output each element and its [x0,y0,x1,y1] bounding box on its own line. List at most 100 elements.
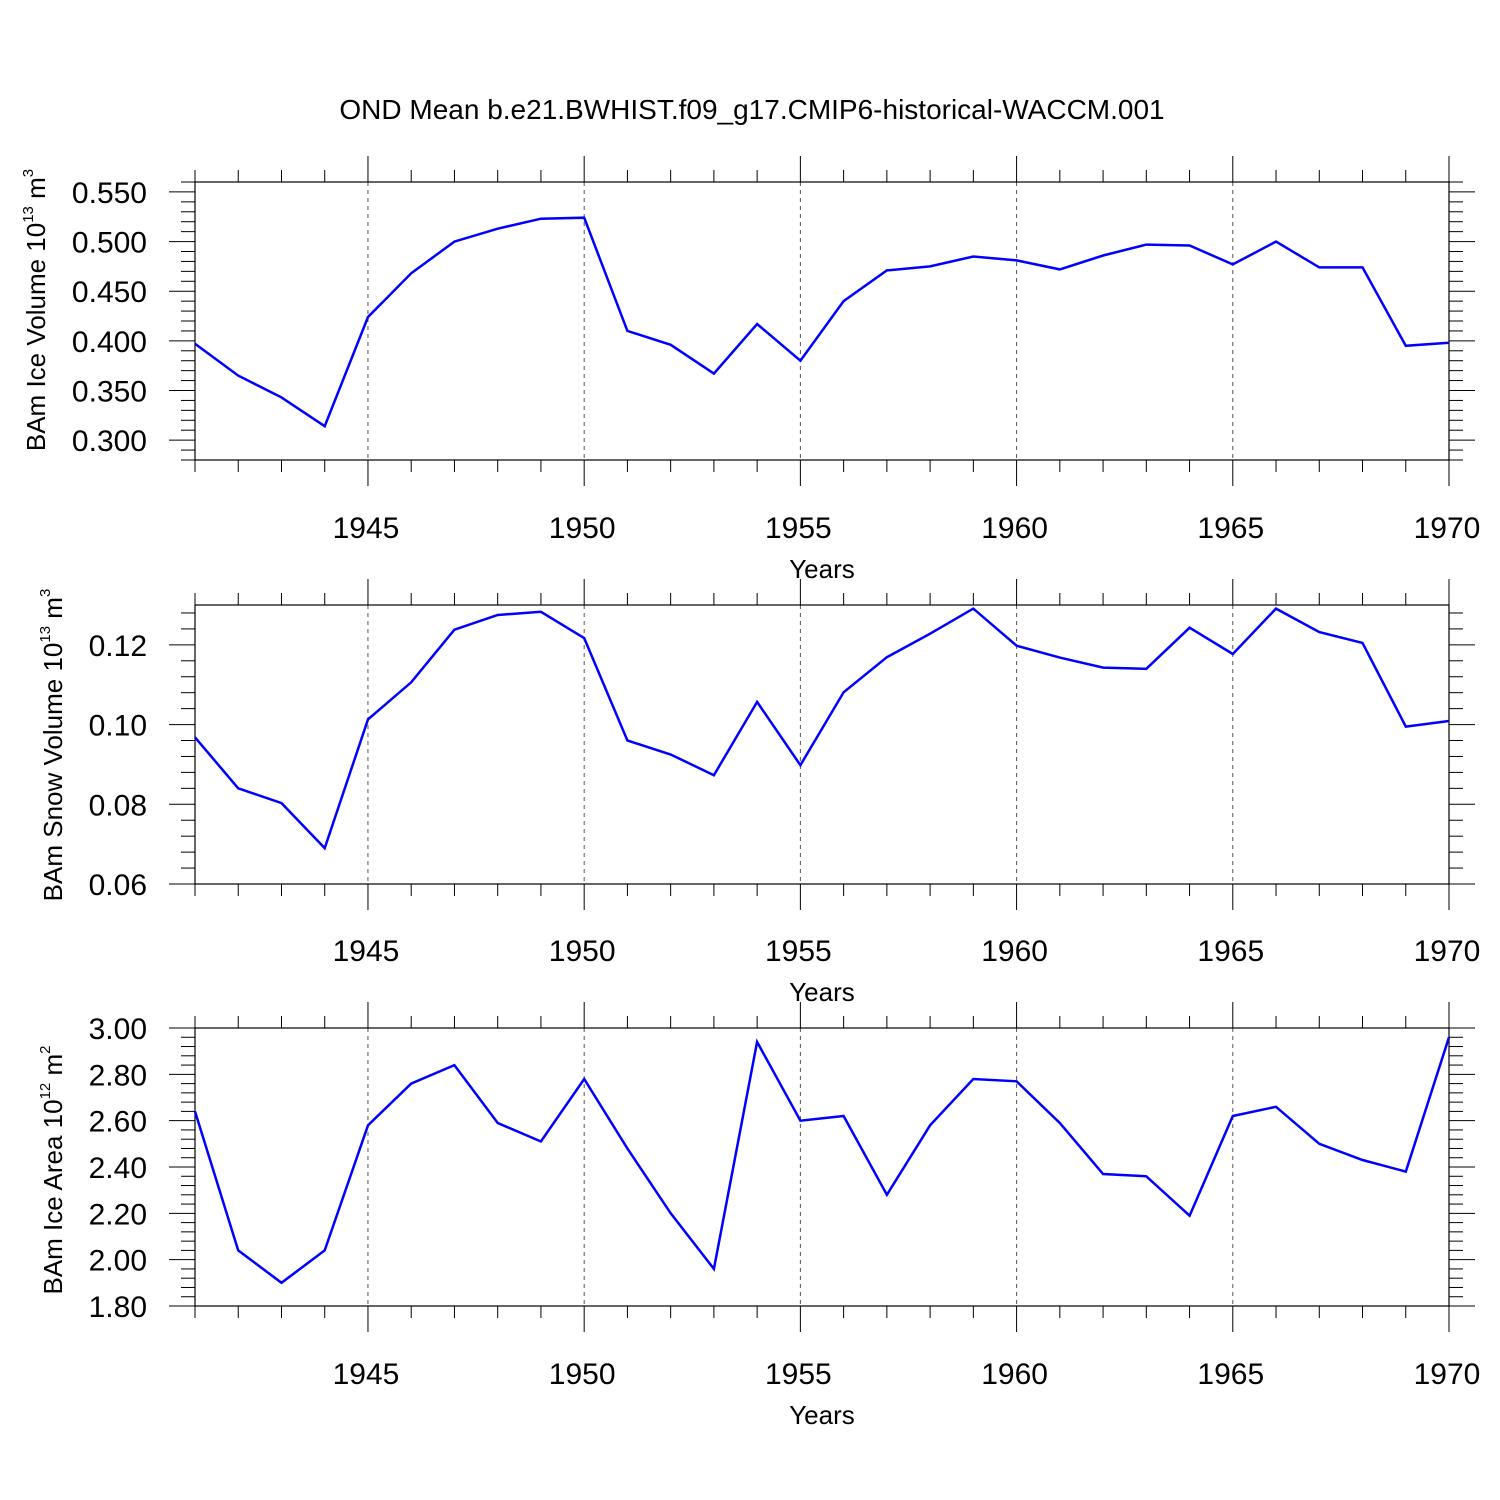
series-line [193,1036,1451,1285]
data-point [1058,1121,1062,1125]
data-point [452,240,456,244]
data-point [582,216,586,220]
data-point [1188,244,1192,248]
x-tick-label: 1970 [1414,935,1481,968]
data-point [798,763,802,767]
data-point [279,801,283,805]
y-tick-label: 0.300 [72,425,147,458]
data-point [323,424,327,428]
data-point [496,613,500,617]
x-tick-label: 1955 [765,935,832,968]
x-tick-label: 1970 [1414,1358,1481,1391]
data-point [1317,1142,1321,1146]
data-point [236,1248,240,1252]
y-axis-label-exponent: 12 [37,1083,54,1100]
data-point [366,1123,370,1127]
data-point [539,1140,543,1144]
data-point [1231,652,1235,656]
x-tick-label: 1965 [1197,512,1264,545]
data-point [452,628,456,632]
data-point [496,1121,500,1125]
data-point [755,1040,759,1044]
y-tick-label: 2.60 [89,1106,147,1139]
data-point [1274,1105,1278,1109]
plot-frame [194,604,1450,885]
data-point [1361,265,1365,269]
data-point [539,610,543,614]
y-tick-label: 0.400 [72,326,147,359]
data-point [971,607,975,611]
y-axis-label: BAm Ice Area 1012 m2 [37,1045,68,1294]
series-line [194,216,1450,429]
y-axis-label: BAm Snow Volume 1013 m3 [37,589,68,902]
x-tick-label: 1950 [549,935,616,968]
data-point [625,329,629,333]
data-point [669,752,673,756]
y-axis-label: BAm Ice Volume 1013 m3 [20,169,51,451]
y-axis-label-main: BAm Snow Volume 10 [38,643,68,902]
data-point [193,342,197,346]
x-tick-label: 1965 [1197,1358,1264,1391]
x-tick-label: 1955 [765,1358,832,1391]
data-point [625,1146,629,1150]
data-point [842,299,846,303]
data-point [366,315,370,319]
data-point [409,1082,413,1086]
data-point [885,655,889,659]
data-point [1447,341,1451,345]
data-point [712,372,716,376]
x-tick-label: 1955 [765,512,832,545]
x-axis-label: Years [789,977,855,1007]
x-tick-label: 1945 [333,935,400,968]
data-point [1144,667,1148,671]
y-tick-label: 2.20 [89,1198,147,1231]
data-point [712,773,716,777]
data-point [279,1281,283,1285]
data-point [1404,725,1408,729]
x-tick-label: 1945 [333,512,400,545]
y-tick-label: 0.500 [72,227,147,260]
x-tick-label: 1960 [981,1358,1048,1391]
y-tick-label: 1.80 [89,1291,147,1324]
data-point [1231,262,1235,266]
y-tick-label: 0.08 [89,789,147,822]
y-axis-label-exponent: 13 [20,206,37,223]
data-point [669,343,673,347]
data-point [798,359,802,363]
chart-panel-3: 1.80 2.00 2.20 2.40 2.60 2.80 3.00 1945 1950 1955… [37,1002,1480,1430]
data-point [1447,1035,1451,1039]
data-point [885,1193,889,1197]
y-tick-label: 0.10 [89,710,147,743]
y-tick-label: 3.00 [89,1013,147,1046]
y-axis-label-unit-exponent: 2 [37,1045,54,1053]
data-point [928,264,932,268]
y-axis-label-unit-exponent: 3 [20,169,37,177]
data-point [409,680,413,684]
x-axis-label: Years [789,1400,855,1430]
data-point [1361,1158,1365,1162]
data-point [539,217,543,221]
series-line [194,607,1450,851]
chart-panel-1: 0.300 0.350 0.400 0.450 0.500 0.550 1945 1950 19… [20,156,1480,584]
figure-title: OND Mean b.e21.BWHIST.f09_g17.CMIP6-hist… [339,94,1164,125]
data-point [1361,641,1365,645]
data-point [928,1123,932,1127]
chart-panel-2: 0.06 0.08 0.10 0.12 1945 1950 1955 1960 1965 1970… [37,579,1480,1007]
x-tick-label: 1945 [333,1358,400,1391]
y-axis-label-unit: m [21,177,51,206]
data-point [1231,1114,1235,1118]
data-point [236,374,240,378]
data-point [1317,265,1321,269]
y-tick-label: 2.00 [89,1245,147,1278]
plot-frame [194,181,1450,461]
y-tick-label: 2.40 [89,1152,147,1185]
data-point [323,1248,327,1252]
data-point [1317,630,1321,634]
data-point [1058,656,1062,660]
data-point [409,271,413,275]
data-point [842,1114,846,1118]
data-point [1015,1079,1019,1083]
plot-frame [194,1027,1450,1307]
x-axis-label: Years [789,554,855,584]
data-point [928,632,932,636]
